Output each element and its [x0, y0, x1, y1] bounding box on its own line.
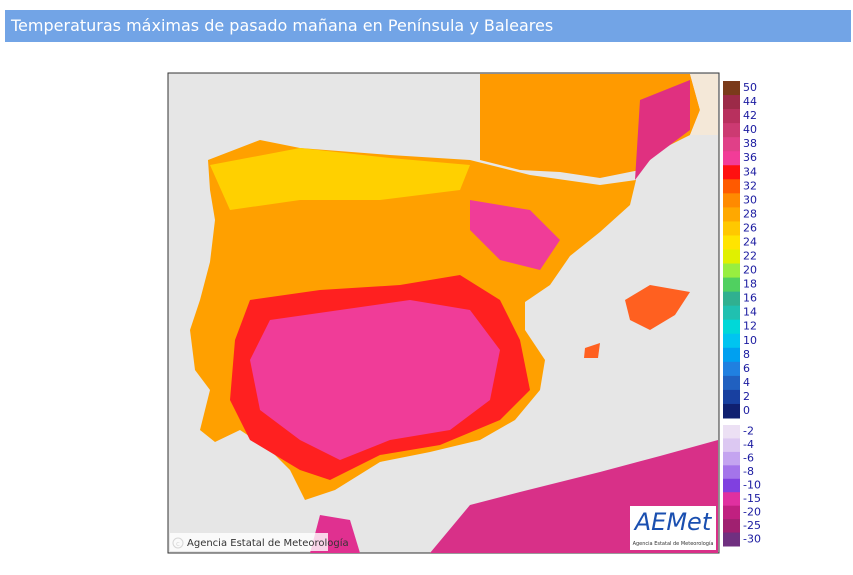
legend-label: -8: [743, 465, 754, 478]
legend-label: 40: [743, 123, 757, 136]
legend-label: 8: [743, 348, 750, 361]
legend-swatch: [723, 291, 740, 307]
logo: AEMet: [633, 508, 713, 536]
legend-label: -2: [743, 425, 754, 438]
legend-label: -15: [743, 492, 761, 505]
legend-label: 10: [743, 334, 757, 347]
legend-swatch: [723, 403, 740, 419]
legend-label: -6: [743, 452, 754, 465]
legend-swatch: [723, 505, 740, 520]
legend-swatch: [723, 333, 740, 349]
legend-label: 42: [743, 109, 757, 122]
legend-swatch: [723, 235, 740, 250]
logo-box: [630, 506, 716, 550]
legend-swatch: [723, 478, 740, 493]
legend-swatch: [723, 451, 740, 466]
legend-swatch: [723, 492, 740, 507]
legend-label: 16: [743, 292, 757, 305]
legend-label: 14: [743, 306, 757, 319]
legend-swatch: [723, 151, 740, 166]
legend-swatch: [723, 319, 740, 335]
legend-label: 0: [743, 404, 750, 417]
legend-swatch: [723, 193, 740, 208]
legend-label: 28: [743, 207, 757, 220]
legend-swatch: [723, 81, 740, 96]
south-pink: [250, 300, 500, 460]
legend-label: 44: [743, 95, 757, 108]
legend-swatch: [723, 361, 740, 377]
hot-zone: [635, 80, 690, 180]
legend-label: -10: [743, 479, 761, 492]
legend-swatch: [723, 95, 740, 110]
legend-label: 38: [743, 137, 757, 150]
legend-label: 32: [743, 179, 757, 192]
legend-swatch: [723, 207, 740, 222]
legend-label: 4: [743, 376, 750, 389]
legend-label: 30: [743, 193, 757, 206]
mallorca: [625, 285, 690, 330]
legend-swatch: [723, 137, 740, 152]
logo-subtitle: Agencia Estatal de Meteorología: [633, 540, 714, 547]
france-east: [690, 74, 718, 135]
legend-swatch: [723, 375, 740, 391]
legend-label: -30: [743, 532, 761, 545]
legend-swatch: [723, 221, 740, 236]
legend-swatch: [723, 389, 740, 405]
legend-swatch: [723, 425, 740, 439]
legend-swatch: [723, 109, 740, 124]
legend-swatch: [723, 465, 740, 480]
legend-label: 12: [743, 320, 757, 333]
north-zone: [210, 148, 470, 210]
legend-swatch: [723, 532, 740, 547]
legend-swatch: [723, 165, 740, 180]
legend-label: 2: [743, 390, 750, 403]
legend-swatch: [723, 263, 740, 279]
attribution: Agencia Estatal de Meteorología: [187, 537, 349, 549]
legend-label: 24: [743, 235, 757, 248]
legend-label: -25: [743, 519, 761, 532]
legend-swatch: [723, 347, 740, 363]
legend-label: 50: [743, 81, 757, 94]
ibiza: [584, 343, 600, 358]
legend-label: 6: [743, 362, 750, 375]
legend-swatch: [723, 438, 740, 453]
legend-label: -4: [743, 438, 754, 451]
legend-swatch: [723, 519, 740, 534]
ebro-pink: [470, 200, 560, 270]
legend-label: 20: [743, 264, 757, 277]
legend-swatch: [723, 123, 740, 138]
legend-label: 26: [743, 221, 757, 234]
legend-label: 34: [743, 165, 757, 178]
legend: 5044424038363432302826242220181614121086…: [723, 81, 761, 547]
title: Temperaturas máximas de pasado mañana en…: [11, 16, 554, 35]
legend-swatch: [723, 277, 740, 293]
legend-swatch: [723, 249, 740, 265]
legend-label: 36: [743, 151, 757, 164]
attribution-bg: [170, 533, 328, 551]
legend-label: 18: [743, 278, 757, 291]
legend-label: -20: [743, 505, 761, 518]
legend-swatch: [723, 179, 740, 194]
legend-label: 22: [743, 250, 757, 263]
title-bar: Temperaturas máximas de pasado mañana en…: [5, 10, 851, 42]
legend-swatch: [723, 305, 740, 321]
